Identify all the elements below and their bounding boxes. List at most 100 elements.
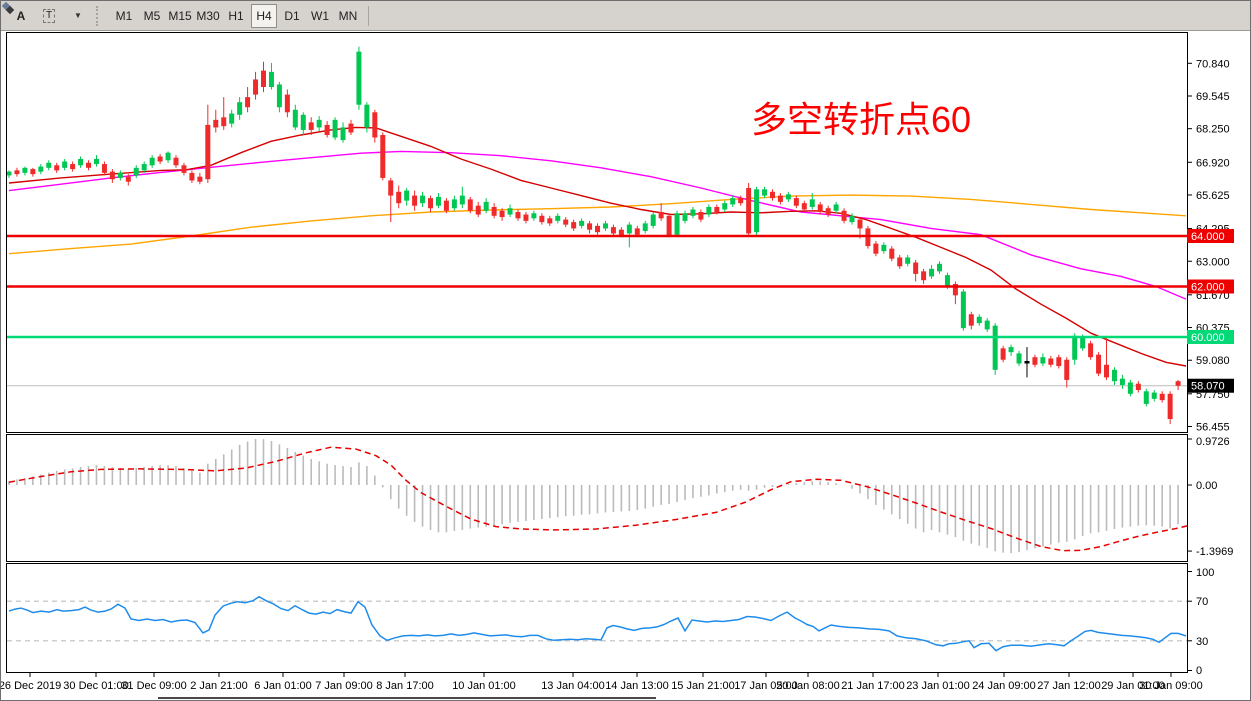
time-axis-label: 15 Jan 21:00 [671,680,735,692]
candle-body [300,114,306,130]
candle-body [340,127,346,141]
rsi-axis-label: 100 [1196,567,1214,579]
candle-body [428,198,434,209]
candle-body [610,227,616,234]
candle-body [563,219,569,225]
candle-body [165,152,171,161]
candle-body [412,195,418,206]
tab-timeframe-MN[interactable]: MN [338,8,358,23]
candle-body [1088,343,1094,358]
candle-body [364,104,370,128]
text-tool-icon: T [42,8,56,23]
candle-body [332,119,338,138]
price-axis-label: 66.920 [1196,157,1230,169]
price-level-badge-label: 60.000 [1191,332,1225,344]
candle-body [547,218,553,224]
chevron-down-icon: ▼ [74,11,82,20]
text-label-tool-button[interactable]: T [36,4,62,28]
candle-body [388,180,394,196]
price-axis-label: 69.545 [1196,91,1230,103]
candle-body [1167,393,1173,420]
tab-timeframe-D1[interactable]: D1 [284,8,300,23]
candle-body [976,316,982,324]
candle-body [149,157,155,166]
time-axis-label: 30 Dec 01:00 [63,680,128,692]
candle-body [229,113,235,124]
candle-body [1056,357,1062,367]
candle-body [205,124,211,180]
candle-body [650,214,656,226]
candle-body [404,190,410,201]
main-chart-plot[interactable]: 多空转折点60 [7,46,1188,425]
macd-signal-line [8,446,1187,552]
candle-body [125,176,131,182]
candle-body [849,215,855,223]
candle-body [86,162,92,168]
candle-body [109,171,115,180]
candle-body [237,102,243,115]
font-tool-button[interactable]: A [16,8,26,23]
candle-body [833,204,839,211]
candle-body [70,164,76,170]
candle-body [245,97,251,108]
candle-body [78,158,84,166]
candle-body [443,200,449,211]
candle-body [825,208,831,215]
candle-body [873,243,879,254]
tab-timeframe-M30[interactable]: M30 [196,8,220,23]
candle-body [1032,357,1038,365]
candle-body [1024,360,1030,364]
candle-body [1096,354,1102,374]
price-axis-label: 59.080 [1196,355,1230,367]
candle-body [507,208,513,215]
time-axis-label: 8 Jan 17:00 [376,680,434,692]
candle-body [809,199,815,207]
candle-body [499,210,505,218]
candle-body [253,79,259,95]
time-axis-label: 23 Jan 01:00 [906,680,970,692]
timeframe-buttons: M1 M5 M15 M30 H1 H4 D1 W1 MN [110,3,362,28]
tab-timeframe-M15[interactable]: M15 [168,8,192,23]
candle-body [316,119,322,128]
candle-body [960,291,966,329]
rsi-line [8,595,1187,652]
toolbar-grip [96,5,105,26]
tab-timeframe-H4[interactable]: H4 [251,3,277,28]
candle-body [642,223,648,231]
candle-body [905,257,911,264]
candle-body [1080,337,1086,349]
candle-body [467,199,473,211]
candle-body [276,84,282,108]
rsi-panel[interactable] [6,563,1188,673]
price-axis-label: 56.455 [1196,422,1230,434]
tab-timeframe-W1[interactable]: W1 [311,8,329,23]
candle-body [746,188,752,234]
chart-annotation-text[interactable]: 多空转折点60 [751,99,971,140]
time-axis-label: 13 Jan 04:00 [541,680,605,692]
tab-timeframe-H1[interactable]: H1 [228,8,244,23]
main-panel[interactable] [6,32,1188,433]
candle-body [62,161,68,168]
candle-body [1000,348,1006,360]
chart-colors-button[interactable]: ▼ [1,1,90,28]
time-axis-label: 29 Jan 01:00 [1101,680,1165,692]
candle-body [1119,378,1125,385]
candle-body [1008,347,1014,353]
candle-body [181,165,187,173]
price-level-badge-label: 58.070 [1191,381,1225,393]
candle-body [451,199,457,209]
candle-body [1159,393,1165,401]
rsi-plot[interactable] [7,595,1187,652]
candle-body [189,172,195,181]
macd-plot[interactable] [8,439,1188,554]
tab-timeframe-M1[interactable]: M1 [115,8,133,23]
price-level-badge-label: 64.000 [1191,231,1225,243]
price-axis-label: 65.625 [1196,190,1230,202]
macd-axis-label: 0.9726 [1196,436,1230,448]
tab-timeframe-M5[interactable]: M5 [143,8,161,23]
candle-body [968,314,974,326]
candle-body [523,214,529,221]
candle-body [1135,383,1141,391]
